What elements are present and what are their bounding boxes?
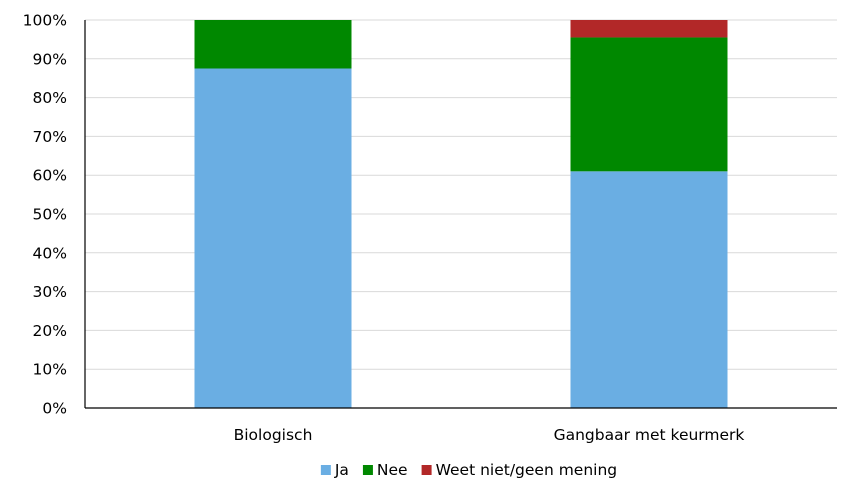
bar-segment — [570, 20, 728, 38]
y-tick-label: 70% — [33, 128, 67, 146]
bar-segment — [194, 68, 352, 408]
legend-swatch — [362, 465, 373, 475]
x-category-label: Biologisch — [234, 426, 313, 444]
bar-segment — [570, 37, 728, 172]
y-tick-label: 100% — [23, 12, 67, 30]
legend-label: Nee — [377, 461, 408, 479]
y-tick-label: 40% — [33, 244, 67, 262]
y-tick-label: 20% — [33, 322, 67, 340]
y-tick-label: 80% — [33, 89, 67, 107]
y-tick-label: 60% — [33, 167, 67, 185]
x-axis-categories: Biologisch Gangbaar met keurmerk — [234, 426, 745, 444]
y-tick-label: 90% — [33, 50, 67, 68]
y-tick-label: 50% — [33, 206, 67, 224]
legend-swatch — [320, 465, 331, 475]
y-tick-label: 10% — [33, 361, 67, 379]
bars — [194, 20, 728, 408]
y-tick-label: 0% — [42, 400, 67, 418]
bar-segment — [194, 20, 352, 69]
legend-swatch — [421, 465, 432, 475]
bar-segment — [570, 171, 728, 408]
legend-label: Ja — [334, 461, 349, 479]
legend-label: Weet niet/geen mening — [436, 461, 618, 479]
y-axis-ticks: 0% 10% 20% 30% 40% 50% 60% 70% 80% 90% 100% — [23, 12, 67, 418]
x-category-label: Gangbaar met keurmerk — [554, 426, 745, 444]
axes — [84, 20, 837, 409]
y-tick-label: 30% — [33, 283, 67, 301]
legend: Ja Nee Weet niet/geen mening — [320, 461, 618, 479]
